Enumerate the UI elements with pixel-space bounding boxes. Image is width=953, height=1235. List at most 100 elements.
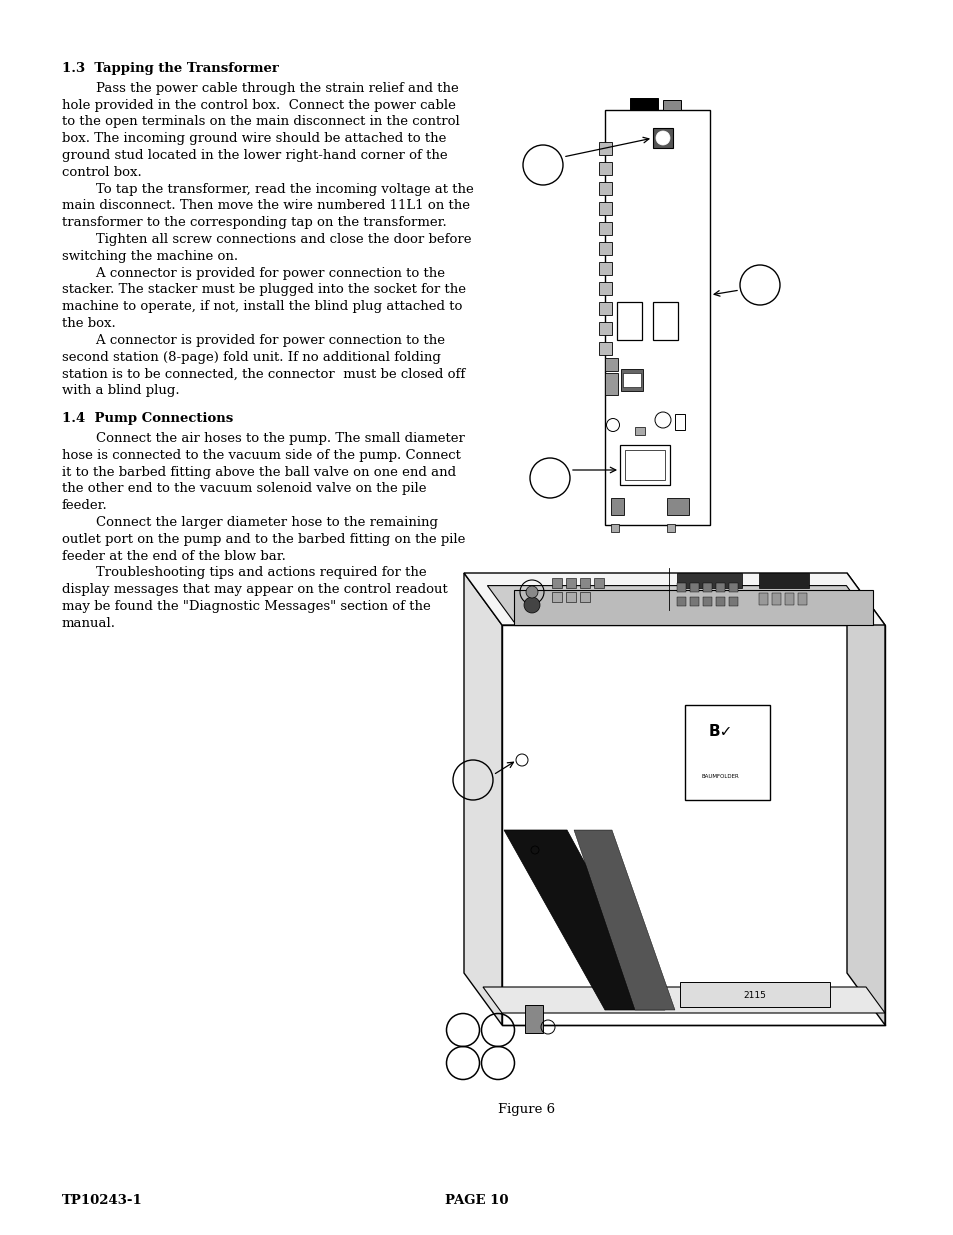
Text: hole provided in the control box.  Connect the power cable: hole provided in the control box. Connec…: [62, 99, 456, 111]
Text: box. The incoming ground wire should be attached to the: box. The incoming ground wire should be …: [62, 132, 446, 146]
Text: with a blind plug.: with a blind plug.: [62, 384, 179, 398]
Bar: [552, 578, 561, 588]
Text: Tighten all screw connections and close the door before: Tighten all screw connections and close …: [62, 233, 471, 246]
Text: main disconnect. Then move the wire numbered 11L1 on the: main disconnect. Then move the wire numb…: [62, 199, 470, 212]
Bar: [598, 203, 612, 215]
Text: feeder at the end of the blow bar.: feeder at the end of the blow bar.: [62, 550, 286, 563]
Bar: [594, 578, 603, 588]
Text: manual.: manual.: [62, 616, 116, 630]
Bar: [677, 583, 685, 592]
Text: PAGE 10: PAGE 10: [445, 1194, 508, 1207]
Text: Troubleshooting tips and actions required for the: Troubleshooting tips and actions require…: [62, 567, 426, 579]
Text: feeder.: feeder.: [62, 499, 108, 513]
Bar: [524, 1005, 542, 1032]
Text: 2115: 2115: [742, 990, 765, 999]
Text: may be found the "Diagnostic Messages" section of the: may be found the "Diagnostic Messages" s…: [62, 600, 431, 613]
Bar: [684, 705, 769, 800]
Text: to the open terminals on the main disconnect in the control: to the open terminals on the main discon…: [62, 115, 459, 128]
Bar: [702, 583, 711, 592]
Text: A connector is provided for power connection to the: A connector is provided for power connec…: [62, 267, 444, 279]
Text: the box.: the box.: [62, 317, 115, 330]
Bar: [702, 597, 711, 606]
Text: ground stud located in the lower right-hand corner of the: ground stud located in the lower right-h…: [62, 149, 447, 162]
Text: it to the barbed fitting above the ball valve on one end and: it to the barbed fitting above the ball …: [62, 466, 456, 479]
Circle shape: [656, 131, 669, 144]
Bar: [598, 182, 612, 195]
Polygon shape: [463, 573, 884, 625]
Bar: [797, 593, 806, 605]
Bar: [604, 358, 618, 370]
Text: TP10243-1: TP10243-1: [62, 1194, 143, 1207]
Bar: [598, 342, 612, 354]
Circle shape: [525, 585, 537, 598]
Bar: [759, 573, 808, 588]
Polygon shape: [482, 987, 884, 1013]
Text: control box.: control box.: [62, 165, 142, 179]
Text: stacker. The stacker must be plugged into the socket for the: stacker. The stacker must be plugged int…: [62, 283, 465, 296]
Polygon shape: [846, 573, 884, 1025]
Polygon shape: [463, 573, 501, 1025]
Bar: [728, 597, 738, 606]
Bar: [598, 162, 612, 175]
Text: 1.3  Tapping the Transformer: 1.3 Tapping the Transformer: [62, 62, 278, 75]
Bar: [622, 373, 640, 387]
Bar: [579, 578, 589, 588]
Bar: [604, 373, 618, 395]
Text: Pass the power cable through the strain relief and the: Pass the power cable through the strain …: [62, 82, 458, 95]
Text: station is to be connected, the connector  must be closed off: station is to be connected, the connecto…: [62, 367, 465, 380]
Bar: [598, 262, 612, 275]
Text: the other end to the vacuum solenoid valve on the pile: the other end to the vacuum solenoid val…: [62, 483, 426, 495]
Circle shape: [523, 597, 539, 613]
Bar: [716, 597, 724, 606]
Bar: [579, 592, 589, 601]
Bar: [552, 592, 561, 601]
Bar: [598, 242, 612, 254]
Text: hose is connected to the vacuum side of the pump. Connect: hose is connected to the vacuum side of …: [62, 448, 460, 462]
Bar: [784, 593, 793, 605]
Bar: [619, 445, 669, 485]
Bar: [598, 303, 612, 315]
Text: Connect the larger diameter hose to the remaining: Connect the larger diameter hose to the …: [62, 516, 437, 529]
Bar: [677, 573, 741, 588]
Bar: [604, 110, 709, 525]
Bar: [624, 450, 664, 480]
Bar: [716, 583, 724, 592]
Bar: [598, 282, 612, 295]
Polygon shape: [501, 625, 884, 1025]
Text: 1.4  Pump Connections: 1.4 Pump Connections: [62, 412, 233, 425]
Text: second station (8-page) fold unit. If no additional folding: second station (8-page) fold unit. If no…: [62, 351, 440, 363]
Polygon shape: [514, 590, 872, 625]
Bar: [598, 322, 612, 335]
Polygon shape: [487, 585, 872, 622]
Text: transformer to the corresponding tap on the transformer.: transformer to the corresponding tap on …: [62, 216, 446, 230]
Text: B✓: B✓: [708, 724, 732, 739]
Text: display messages that may appear on the control readout: display messages that may appear on the …: [62, 583, 447, 597]
Bar: [598, 142, 612, 156]
Bar: [666, 524, 675, 532]
Bar: [598, 222, 612, 235]
Bar: [771, 593, 781, 605]
Bar: [617, 303, 641, 340]
Polygon shape: [574, 830, 675, 1010]
Bar: [728, 583, 738, 592]
Text: Figure 6: Figure 6: [497, 1103, 555, 1116]
Bar: [675, 414, 684, 430]
Text: outlet port on the pump and to the barbed fitting on the pile: outlet port on the pump and to the barbe…: [62, 532, 465, 546]
Bar: [689, 597, 699, 606]
Bar: [689, 583, 699, 592]
Bar: [629, 98, 658, 110]
Bar: [565, 592, 576, 601]
Bar: [610, 524, 618, 532]
Bar: [620, 369, 642, 391]
Text: A connector is provided for power connection to the: A connector is provided for power connec…: [62, 333, 444, 347]
Text: Connect the air hoses to the pump. The small diameter: Connect the air hoses to the pump. The s…: [62, 432, 464, 445]
Polygon shape: [503, 830, 664, 1010]
Bar: [666, 498, 688, 515]
Bar: [662, 100, 680, 110]
Text: To tap the transformer, read the incoming voltage at the: To tap the transformer, read the incomin…: [62, 183, 474, 195]
Bar: [565, 578, 576, 588]
Bar: [677, 597, 685, 606]
Text: machine to operate, if not, install the blind plug attached to: machine to operate, if not, install the …: [62, 300, 462, 314]
Bar: [759, 593, 767, 605]
Bar: [635, 427, 644, 435]
